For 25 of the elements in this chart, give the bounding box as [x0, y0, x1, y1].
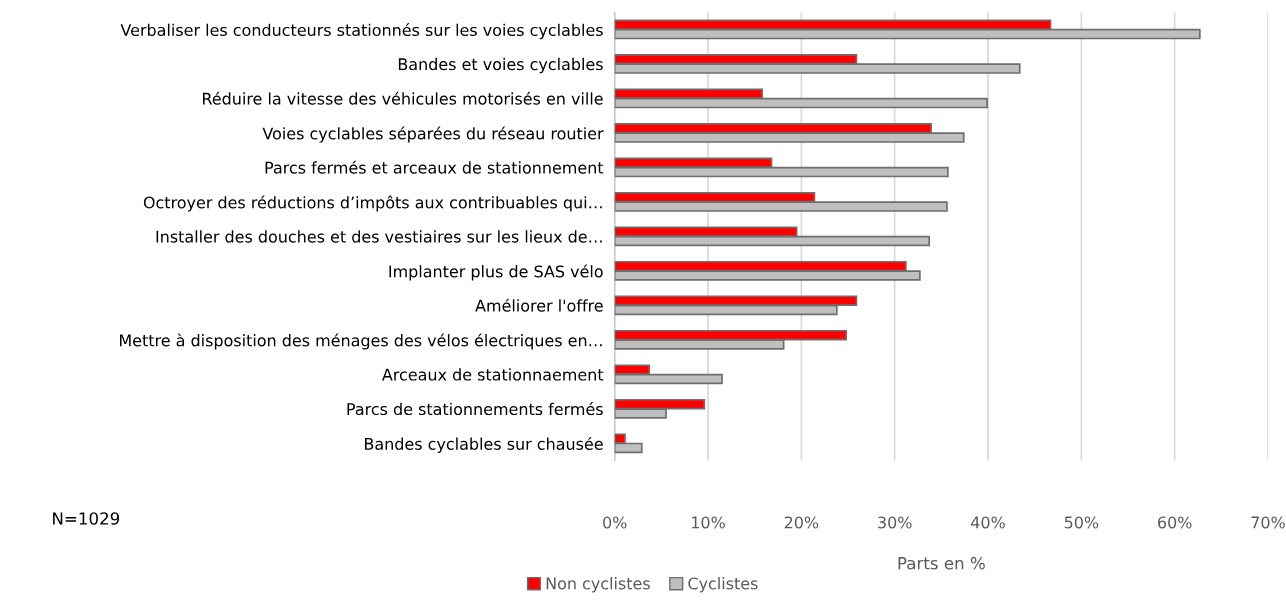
y-tick-label: Bandes et voies cyclables [398, 57, 603, 74]
y-tick-label: Mettre à disposition des ménages des vélos électriques en… [119, 333, 602, 350]
y-tick-label: Installer des douches et des vestiaires sur les lieux de… [156, 230, 602, 243]
y-tick-label: Verbaliser les conducteurs stationnés sur les voies cyclables [120, 23, 603, 40]
y-tick-label: Améliorer l'offre [475, 298, 603, 312]
x-tick-label: 40% [971, 516, 1005, 529]
x-tick-label: 70% [1251, 516, 1285, 529]
y-tick-label: Octroyer des réductions d’impôts aux contribuables qui… [143, 195, 602, 212]
y-tick-label: Voies cyclables séparées du réseau routier [262, 126, 604, 143]
y-tick-label: Parcs de stationnements fermés [347, 402, 603, 416]
y-tick-label: Implanter plus de SAS vélo [389, 264, 603, 281]
y-tick-label: Bandes cyclables sur chausée [365, 436, 603, 454]
x-tick-label: 10% [692, 516, 725, 529]
x-tick-label: 0% [603, 516, 627, 529]
x-tick-label: 50% [1064, 516, 1099, 529]
y-tick-label: Réduire la vitesse des véhicules motorisés en ville [203, 91, 603, 105]
x-axis-title: Parts en % [898, 556, 985, 570]
y-tick-label: Parcs fermés et arceaux de stationnement [265, 160, 604, 174]
legend-label: Non cyclistes [546, 577, 650, 593]
x-tick-label: 30% [878, 516, 912, 529]
text: N=1029 [53, 512, 120, 525]
legend-label: Cyclistes [688, 577, 758, 593]
x-tick-label: 20% [784, 516, 819, 529]
y-tick-label: Arceaux de stationnaement [382, 368, 604, 381]
x-tick-label: 60% [1158, 516, 1192, 529]
